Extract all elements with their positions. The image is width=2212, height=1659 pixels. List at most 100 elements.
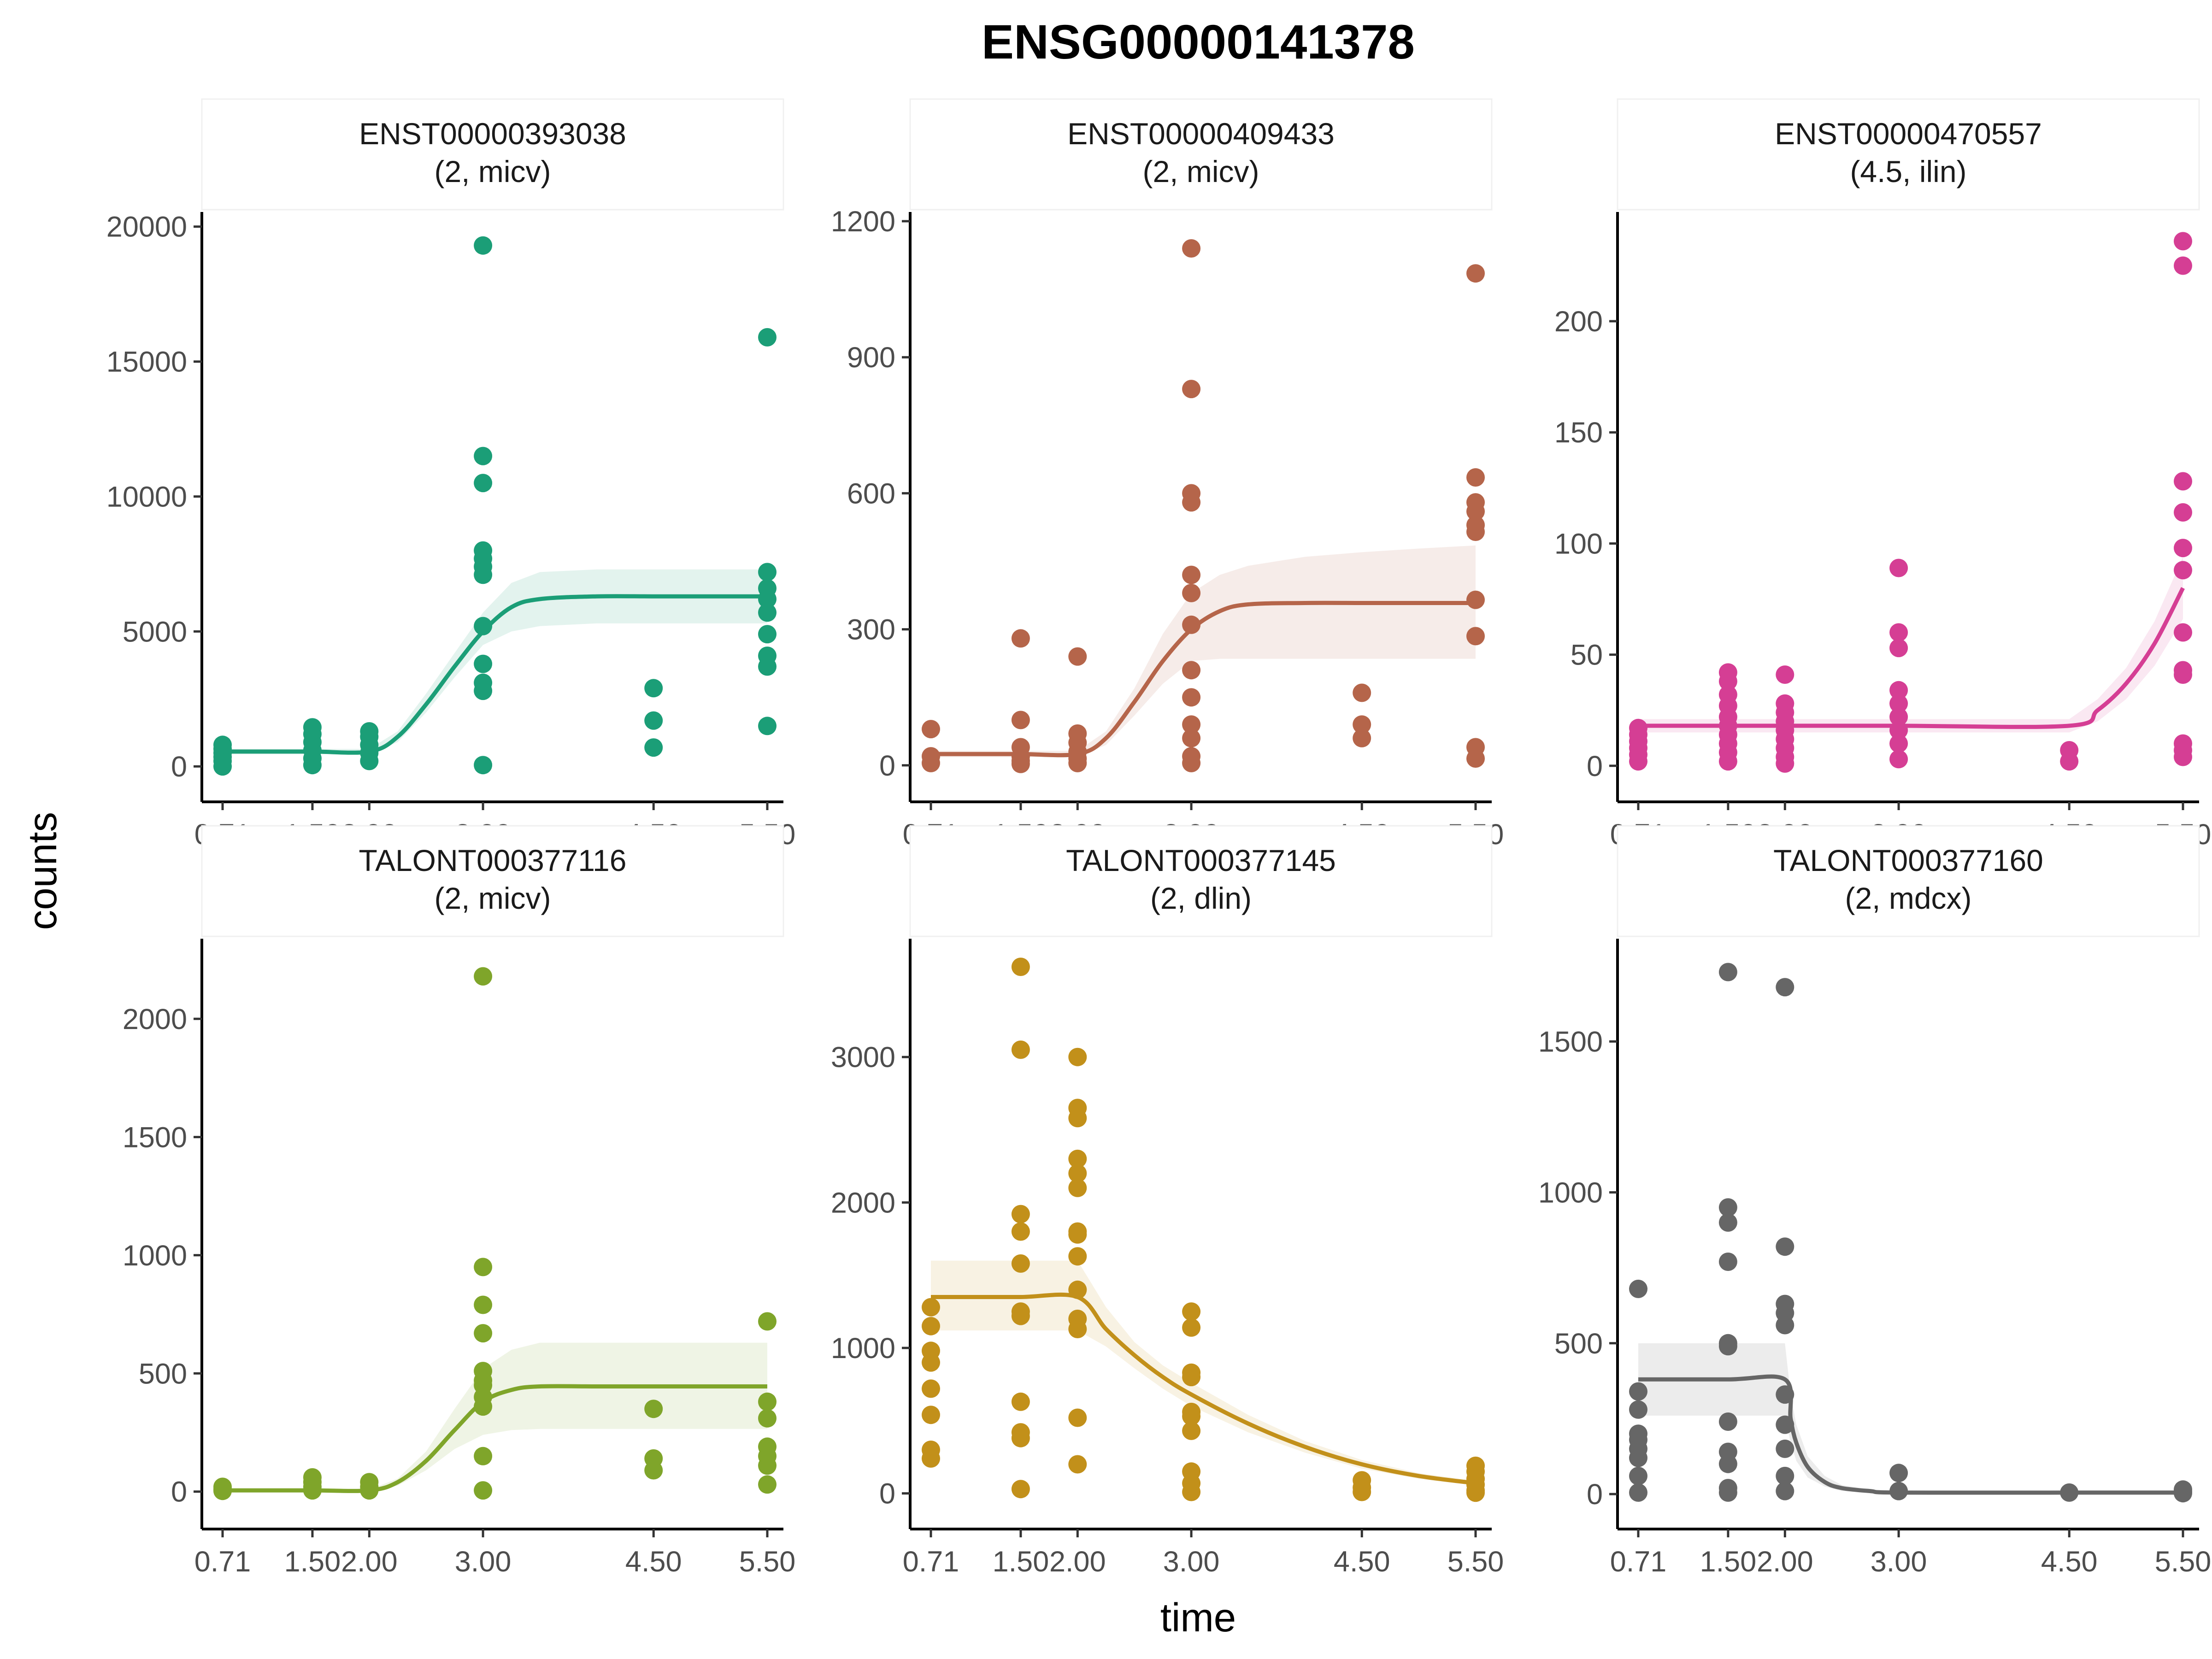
data-point xyxy=(1466,749,1485,768)
y-tick-label: 150 xyxy=(1554,417,1603,449)
y-tick-label: 2000 xyxy=(831,1187,895,1219)
data-point xyxy=(474,1481,493,1500)
x-tick-label: 1.50 xyxy=(1700,1546,1757,1578)
x-tick-label: 5.50 xyxy=(1447,1546,1504,1578)
data-point xyxy=(1182,753,1201,772)
y-tick-label: 0 xyxy=(171,1476,187,1508)
data-point xyxy=(1776,1482,1794,1500)
y-tick-label: 300 xyxy=(847,614,895,646)
data-point xyxy=(1466,502,1485,521)
data-point xyxy=(1011,629,1030,648)
data-point xyxy=(1889,694,1908,713)
data-point xyxy=(1466,264,1485,283)
data-point xyxy=(1353,1483,1371,1501)
data-point xyxy=(1068,1247,1087,1266)
data-point xyxy=(1776,1466,1794,1485)
data-point xyxy=(1011,754,1030,773)
y-tick-label: 2000 xyxy=(123,1003,187,1035)
data-point xyxy=(1629,1279,1647,1298)
data-point xyxy=(1718,1213,1737,1232)
y-tick-label: 100 xyxy=(1554,528,1603,560)
data-point xyxy=(1011,1040,1030,1059)
data-point xyxy=(474,1295,493,1314)
data-point xyxy=(922,1298,940,1317)
data-point xyxy=(1466,468,1485,487)
data-point xyxy=(1776,1237,1794,1256)
panel-4: TALONT000377116 (2, micv) 0 500 1000 1500 2000… xyxy=(123,825,796,1578)
data-point xyxy=(644,1461,663,1480)
x-tick-label: 5.50 xyxy=(739,1546,796,1578)
panel-strip xyxy=(909,825,1493,937)
data-point xyxy=(474,682,493,700)
data-point xyxy=(2174,747,2192,766)
data-point xyxy=(644,679,663,698)
data-point xyxy=(1889,707,1908,726)
data-point xyxy=(758,1312,777,1331)
data-point xyxy=(1718,752,1737,771)
data-point xyxy=(2174,503,2192,522)
data-point xyxy=(1182,380,1201,399)
data-point xyxy=(1776,754,1794,773)
data-point xyxy=(474,236,493,255)
data-point xyxy=(1353,715,1371,734)
data-point xyxy=(1182,688,1201,707)
data-point xyxy=(474,447,493,465)
y-tick-label: 10000 xyxy=(106,481,187,513)
data-point xyxy=(1889,559,1908,577)
data-point xyxy=(758,657,777,676)
y-tick-label: 5000 xyxy=(123,616,187,648)
x-tick-label: 4.50 xyxy=(625,1546,682,1578)
data-point xyxy=(1182,715,1201,734)
fitted-curve xyxy=(931,600,1476,758)
data-point xyxy=(1718,672,1737,691)
x-tick-label: 2.00 xyxy=(1757,1546,1813,1578)
y-tick-label: 1500 xyxy=(1538,1026,1603,1058)
panel-subtitle: (2, micv) xyxy=(435,154,551,188)
data-point xyxy=(922,1317,940,1335)
y-tick-label: 0 xyxy=(879,750,895,782)
data-point xyxy=(1011,1306,1030,1325)
data-point xyxy=(644,1400,663,1418)
y-tick-label: 0 xyxy=(1587,1478,1603,1511)
data-point xyxy=(922,1406,940,1424)
data-point xyxy=(2174,539,2192,558)
data-point xyxy=(1629,1466,1647,1485)
data-point xyxy=(644,711,663,730)
y-tick-label: 500 xyxy=(139,1358,187,1390)
x-tick-label: 0.71 xyxy=(1610,1546,1667,1578)
data-point xyxy=(922,1379,940,1398)
data-point xyxy=(1718,963,1737,982)
data-point xyxy=(1629,1400,1647,1419)
x-tick-label: 1.50 xyxy=(993,1546,1049,1578)
data-point xyxy=(474,617,493,635)
confidence-band xyxy=(223,569,767,754)
x-tick-label: 3.00 xyxy=(1163,1546,1220,1578)
fitted-curve xyxy=(1638,1374,2183,1495)
panel-strip xyxy=(909,98,1493,211)
panel-3: ENST00000470557(4.5, ilin)0501001502000.… xyxy=(1554,98,2211,851)
data-point xyxy=(2174,665,2192,684)
data-point xyxy=(1011,1392,1030,1411)
fitted-curve xyxy=(223,1384,767,1493)
y-tick-label: 50 xyxy=(1571,639,1603,671)
data-point xyxy=(1011,958,1030,976)
data-point xyxy=(1182,1483,1201,1501)
data-point xyxy=(1068,647,1087,666)
y-tick-label: 20000 xyxy=(106,211,187,243)
panel-title: ENST00000393038 xyxy=(359,117,626,151)
data-point xyxy=(474,1397,493,1416)
panel-title: ENST00000470557 xyxy=(1775,117,2042,151)
data-point xyxy=(1718,1454,1737,1473)
figure-title: ENSG00000141378 xyxy=(982,15,1415,69)
data-point xyxy=(303,718,322,737)
panel-strip xyxy=(1617,98,2200,211)
panel-strip xyxy=(1617,825,2200,937)
data-point xyxy=(474,474,493,493)
data-point xyxy=(1718,1483,1737,1502)
panel-5: TALONT000377145 (2, dlin) 0 1000 2000 3000 0.7… xyxy=(831,825,1504,1578)
data-point xyxy=(758,1409,777,1428)
data-point xyxy=(1718,1412,1737,1431)
data-point xyxy=(758,1475,777,1494)
data-point xyxy=(1068,1408,1087,1427)
panel-strip xyxy=(201,98,784,211)
